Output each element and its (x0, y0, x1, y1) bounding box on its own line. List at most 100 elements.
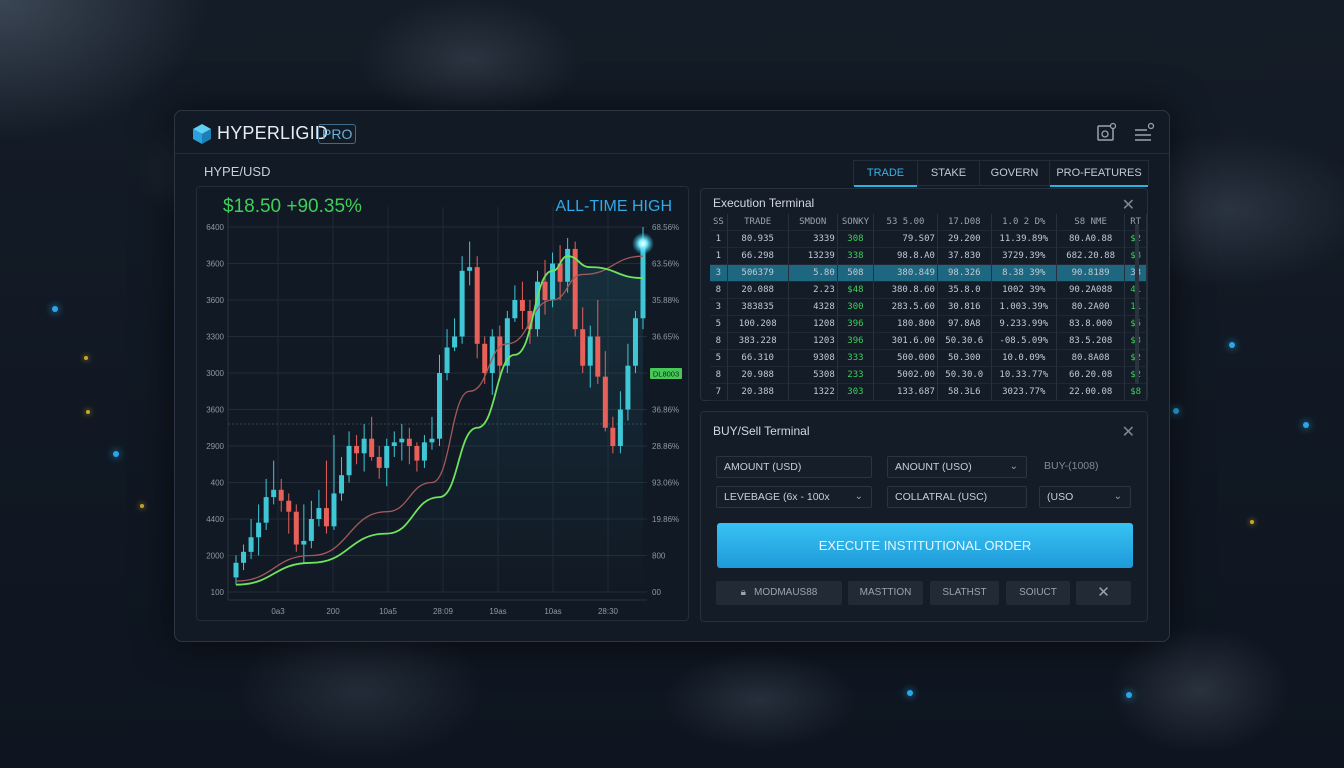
column-header[interactable]: SMDON (788, 214, 838, 230)
table-cell: 303 (837, 383, 875, 400)
column-header[interactable]: S8 NME (1056, 214, 1126, 230)
table-cell: 1 (710, 230, 728, 247)
y-tick-left: 3600 (206, 296, 224, 305)
chevron-down-icon: ⌄ (854, 491, 863, 502)
table-cell: 83.8.000 (1056, 315, 1126, 332)
table-cell: 396 (837, 332, 875, 349)
masttion-button[interactable]: MASTTION (848, 581, 923, 605)
collateral-input[interactable]: COLLATRAL (USC) (887, 486, 1027, 508)
table-cell: 10.0.09% (991, 349, 1058, 366)
table-cell: 283.5.60 (873, 298, 938, 315)
all-time-high-label: ALL-TIME HIGH (555, 198, 672, 215)
execution-table: SS TRADE SMDON SONKY 53 5.00 17.D08 1.0 2 D% S8… (710, 214, 1147, 401)
table-cell: 37.830 (937, 247, 992, 264)
table-row[interactable]: 1 80.935 3339 308 79.S07 29.200 11.39.89% 80.A0… (710, 230, 1147, 247)
table-row[interactable]: 8 383.228 1203 396 301.6.00 50.30.6 -08.5.09% 8… (710, 332, 1147, 349)
table-row[interactable]: 8 20.088 2.23 $48 380.8.60 35.8.0 1002 39% 90.2… (710, 281, 1147, 298)
map-node (113, 451, 119, 457)
chevron-down-icon: ⌄ (1113, 491, 1122, 502)
table-cell: 180.800 (873, 315, 938, 332)
x-tick: 10as (544, 607, 561, 616)
candle-body (452, 336, 458, 348)
menu-icon[interactable] (1133, 122, 1155, 144)
candle-body (467, 267, 473, 271)
table-cell: 3 (710, 298, 728, 315)
table-cell: 80.8A08 (1056, 349, 1126, 366)
table-cell: 98.326 (937, 264, 992, 281)
close-icon[interactable]: ✕ (1076, 581, 1131, 605)
table-row[interactable]: 5 100.208 1208 396 180.800 97.8A8 9.233.99% 83.… (710, 315, 1147, 332)
table-cell: 100.208 (727, 315, 789, 332)
candle-body (542, 281, 548, 300)
candle-body (429, 438, 435, 443)
column-header[interactable]: RT (1124, 214, 1147, 230)
table-cell: 79.S07 (873, 230, 938, 247)
y-tick-right: 36.86% (652, 406, 679, 415)
table-cell: 380.849 (873, 264, 938, 281)
candle-body (459, 270, 465, 337)
leverage-select[interactable]: LEVEBAGE (6x - 100x ⌄ (716, 486, 872, 508)
tab-stake[interactable]: STAKE (918, 161, 980, 185)
candle-body (339, 475, 345, 494)
candle-body (527, 310, 533, 330)
execute-order-button[interactable]: EXECUTE INSTITUTIONAL ORDER (717, 523, 1133, 568)
candle-body (610, 427, 616, 446)
table-cell: 5 (710, 315, 728, 332)
y-tick-right: 00 (652, 588, 661, 597)
table-cell: 2.23 (788, 281, 838, 298)
table-cell: 308 (837, 230, 875, 247)
trading-window: HYPERLIGID PRO HYPE/USD 6400 68.56% 3600 63… (174, 110, 1170, 642)
chevron-down-icon: ⌄ (1009, 461, 1018, 472)
column-header[interactable]: 53 5.00 (873, 214, 938, 230)
table-cell: 9.233.99% (991, 315, 1058, 332)
column-header[interactable]: SS (710, 214, 728, 230)
table-cell: 7 (710, 383, 728, 400)
y-tick-right: 19.86% (652, 515, 679, 524)
table-row[interactable]: 8 20.988 5308 233 5002.00 50.30.0 10.33.77% 60.… (710, 366, 1147, 383)
table-cell: 500.000 (873, 349, 938, 366)
amount-input[interactable]: AMOUNT (USD) (716, 456, 872, 478)
y-tick-left: 3600 (206, 260, 224, 269)
map-node (1303, 422, 1309, 428)
tab-pro-features[interactable]: PRO-FEATURES (1050, 161, 1148, 187)
table-row[interactable]: 1 66.298 13239 338 98.8.A0 37.830 3729.39% 682.… (710, 247, 1147, 264)
candle-body (572, 248, 578, 330)
column-header[interactable]: SONKY (837, 214, 875, 230)
table-row[interactable]: 7 20.388 1322 303 133.687 58.3L6 3023.77% 22.00… (710, 383, 1147, 400)
table-cell: 1 (710, 247, 728, 264)
amount-select[interactable]: ANOUNT (USO) ⌄ (887, 456, 1027, 478)
price-chart[interactable]: 6400 68.56% 3600 63.56% 3600 35.88% 3300 36.65%… (196, 186, 689, 621)
table-cell: 20.088 (727, 281, 789, 298)
tab-govern[interactable]: GOVERN (980, 161, 1050, 185)
table-row[interactable]: 5 66.310 9308 333 500.000 50.300 10.0.09% 80.8A… (710, 349, 1147, 366)
map-node (52, 306, 58, 312)
table-cell: 50.30.6 (937, 332, 992, 349)
map-node (140, 504, 144, 508)
table-row[interactable]: 3 506379 5.80 508 380.849 98.326 8.38 39% 90.81… (710, 264, 1147, 281)
table-row[interactable]: 3 383835 4328 300 283.5.60 30.816 1.003.39% 80.… (710, 298, 1147, 315)
candle-body (293, 511, 299, 545)
candle-body (421, 442, 427, 461)
modmaus-button[interactable]: 🔒︎ MODMAUS88 (716, 581, 842, 605)
table-cell: 5 (710, 349, 728, 366)
table-cell: 233 (837, 366, 875, 383)
map-node (86, 410, 90, 414)
close-icon[interactable]: ✕ (1121, 424, 1135, 441)
table-cell: 8.38 39% (991, 264, 1058, 281)
camera-icon[interactable] (1095, 122, 1117, 144)
table-cell: 66.310 (727, 349, 789, 366)
currency-select[interactable]: (USO ⌄ (1039, 486, 1131, 508)
column-header[interactable]: 1.0 2 D% (991, 214, 1058, 230)
soiuct-button[interactable]: SOIUCT (1006, 581, 1070, 605)
table-cell: 5308 (788, 366, 838, 383)
table-cell: 90.8189 (1056, 264, 1126, 281)
candle-body (331, 493, 337, 527)
candlestick-chart[interactable]: 6400 68.56% 3600 63.56% 3600 35.88% 3300 36.65%… (197, 187, 690, 622)
column-header[interactable]: 17.D08 (937, 214, 992, 230)
close-icon[interactable]: ✕ (1121, 197, 1135, 214)
slathst-button[interactable]: SLATHST (930, 581, 999, 605)
column-header[interactable]: TRADE (727, 214, 789, 230)
tab-trade[interactable]: TRADE (854, 161, 918, 187)
table-cell: 5.80 (788, 264, 838, 281)
table-scrollbar[interactable] (1135, 224, 1139, 384)
